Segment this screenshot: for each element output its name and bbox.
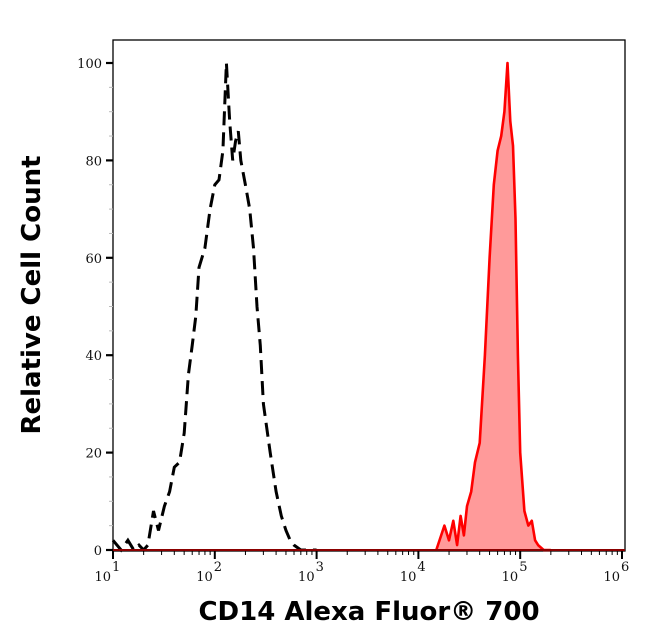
x-axis-title: CD14 Alexa Fluor® 700 xyxy=(198,597,539,627)
x-tick-label: 10 xyxy=(502,570,519,585)
cd14-series-line xyxy=(435,61,551,552)
x-tick-exponent: 4 xyxy=(417,560,425,575)
y-axis: 0 20 40 60 80 100 xyxy=(77,57,113,559)
y-tick-label: 80 xyxy=(85,154,102,169)
control-series-line xyxy=(111,62,317,553)
cd14-series-fill xyxy=(436,63,551,550)
x-tick-label: 10 xyxy=(196,570,213,585)
plot-area xyxy=(112,39,626,552)
y-tick-label: 60 xyxy=(85,252,102,267)
series-layer xyxy=(111,61,625,553)
x-tick-label: 10 xyxy=(400,570,417,585)
x-tick-label: 10 xyxy=(603,570,620,585)
x-tick-exponent: 2 xyxy=(214,560,222,575)
y-tick-label: 40 xyxy=(85,349,102,364)
y-axis-title: Relative Cell Count xyxy=(17,155,47,434)
x-tick-exponent: 5 xyxy=(519,560,527,575)
y-tick-label: 0 xyxy=(94,544,102,559)
x-tick-label: 10 xyxy=(298,570,315,585)
y-tick-label: 100 xyxy=(77,57,102,72)
x-tick-exponent: 3 xyxy=(316,560,324,575)
x-tick-exponent: 1 xyxy=(112,560,120,575)
x-tick-label: 10 xyxy=(94,570,111,585)
x-tick-exponent: 6 xyxy=(621,560,629,575)
y-tick-label: 20 xyxy=(85,447,102,462)
